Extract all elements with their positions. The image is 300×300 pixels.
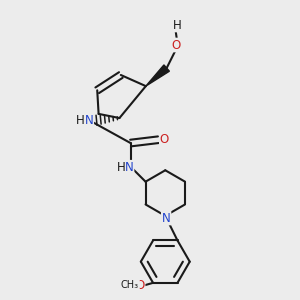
Text: H: H [116,161,125,174]
Text: N: N [125,161,134,174]
Text: O: O [135,279,145,292]
Text: H: H [76,114,85,127]
Text: O: O [160,133,169,146]
Polygon shape [146,65,169,86]
Text: H: H [173,19,182,32]
Text: O: O [171,38,180,52]
Text: CH₃: CH₃ [121,280,139,290]
Text: N: N [85,114,93,127]
Text: N: N [162,212,170,225]
